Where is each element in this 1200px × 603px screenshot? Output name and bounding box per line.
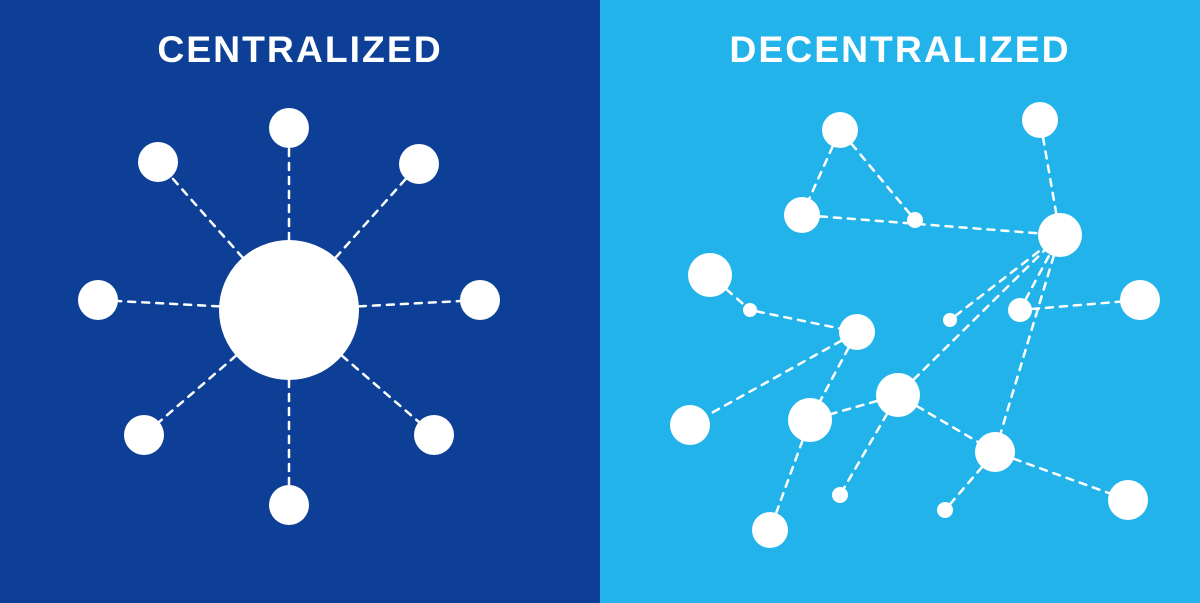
network-node [975, 432, 1015, 472]
panel-centralized: CENTRALIZED [0, 0, 600, 603]
network-edge [1001, 256, 1054, 433]
network-edge [950, 467, 982, 504]
network-node [1120, 280, 1160, 320]
network-edge [831, 401, 877, 414]
network-node [752, 512, 788, 548]
network-node [937, 502, 953, 518]
network-node [460, 280, 500, 320]
network-node [414, 415, 454, 455]
network-node [743, 303, 757, 317]
network-node [399, 144, 439, 184]
network-edge [171, 177, 242, 258]
network-node [269, 108, 309, 148]
network-edge [159, 356, 236, 422]
network-node [1038, 213, 1082, 257]
diagram-decentralized [600, 0, 1200, 603]
network-node [1108, 480, 1148, 520]
network-node [670, 405, 710, 445]
network-node [138, 142, 178, 182]
network-edge [1043, 138, 1056, 214]
network-node [124, 415, 164, 455]
network-edge [336, 179, 406, 258]
network-edge [1032, 302, 1120, 309]
network-node [78, 280, 118, 320]
network-edge [852, 144, 910, 214]
network-edge [917, 406, 978, 442]
comparison-infographic: CENTRALIZED DECENTRALIZED [0, 0, 1200, 603]
diagram-centralized [0, 0, 600, 603]
network-node [876, 373, 920, 417]
network-node [832, 487, 848, 503]
network-edge [118, 301, 219, 306]
network-node [1008, 298, 1032, 322]
network-edge [844, 414, 887, 488]
network-node [839, 314, 875, 350]
network-edge [820, 348, 848, 401]
network-node [907, 212, 923, 228]
network-edge [820, 216, 1038, 233]
network-node [822, 112, 858, 148]
network-node [688, 253, 732, 297]
network-edge [776, 441, 802, 513]
network-edge [757, 311, 840, 328]
network-node [788, 398, 832, 442]
network-node [784, 197, 820, 233]
network-node [219, 240, 359, 380]
network-node [943, 313, 957, 327]
network-edge [727, 289, 745, 305]
network-node [269, 485, 309, 525]
network-node [1022, 102, 1058, 138]
network-edge [359, 301, 460, 306]
panel-decentralized: DECENTRALIZED [600, 0, 1200, 603]
network-edge [1026, 254, 1050, 299]
network-edge [1014, 459, 1109, 493]
network-edge [809, 146, 832, 198]
network-edge [342, 356, 419, 422]
